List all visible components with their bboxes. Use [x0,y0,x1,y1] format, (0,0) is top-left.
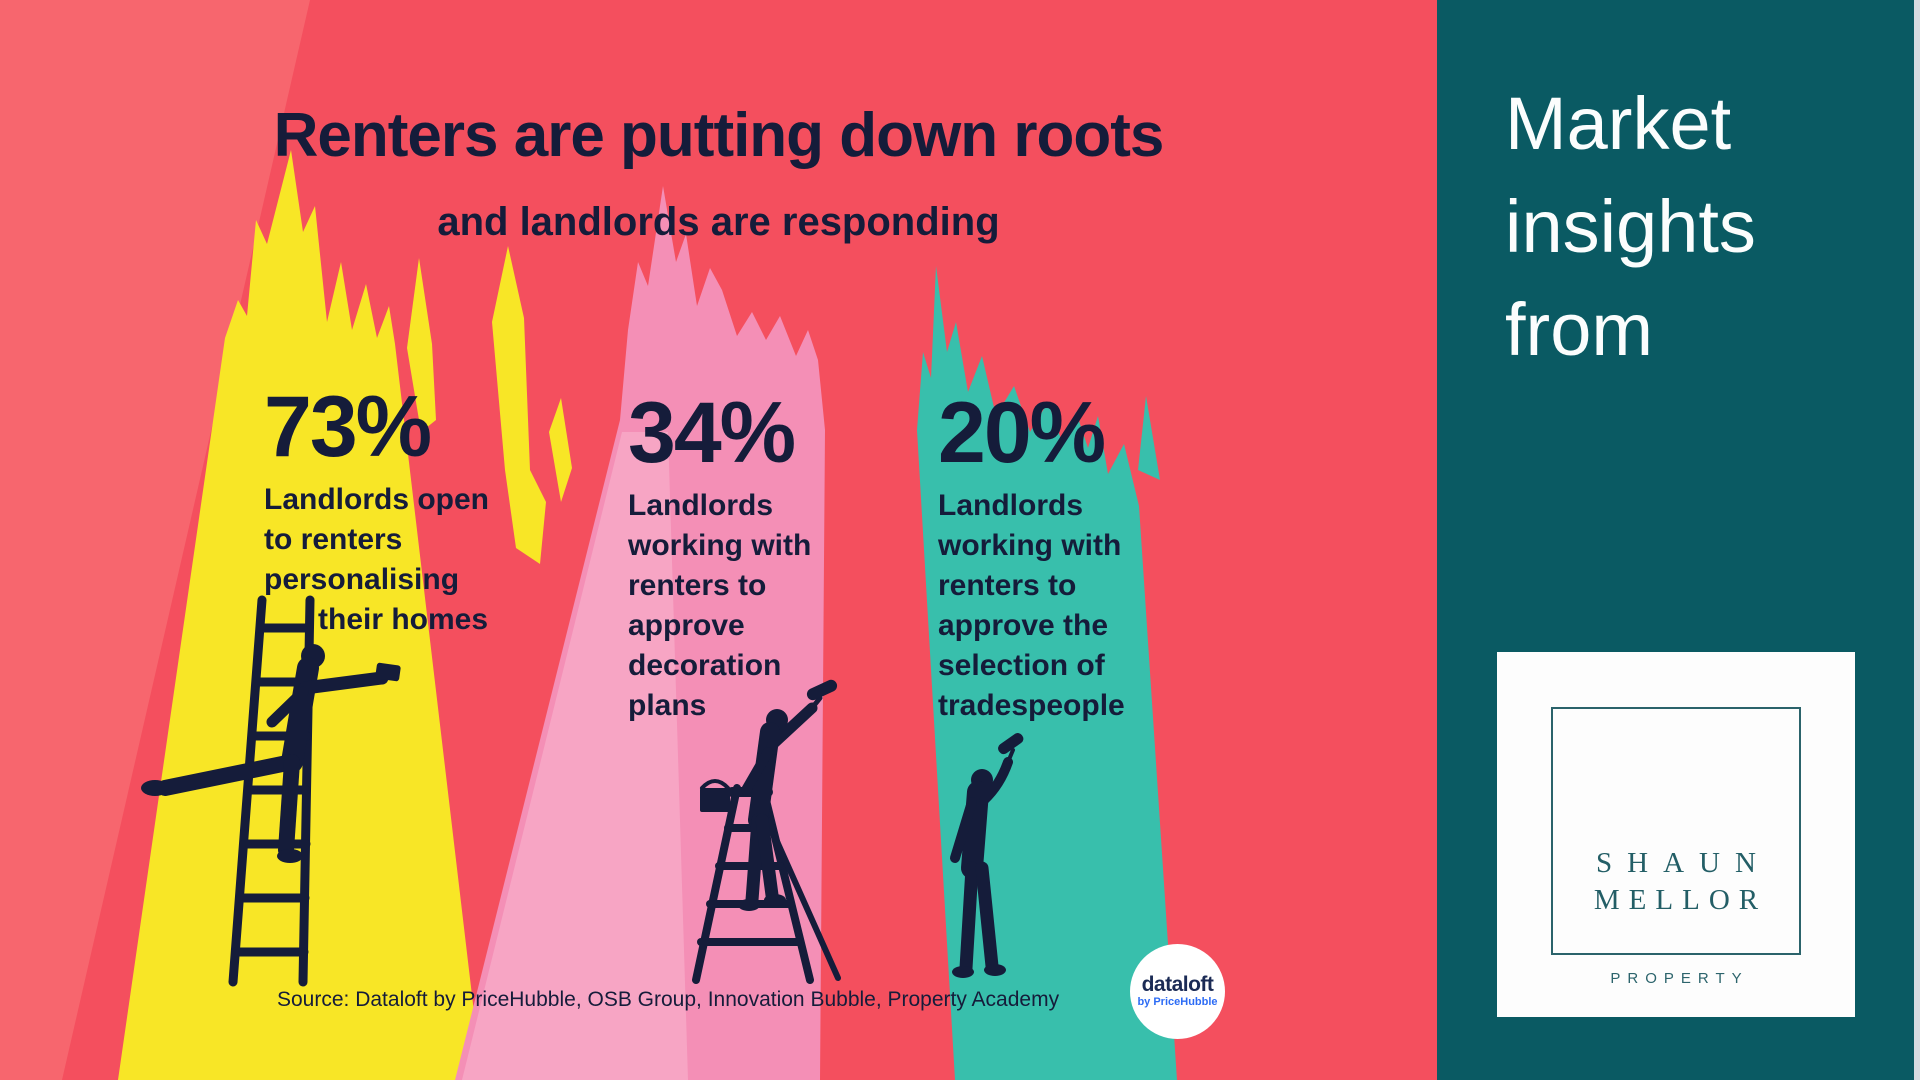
stat-line: renters to [938,569,1077,602]
painter-on-ladder-icon [141,595,401,987]
stat-line: Landlords [628,489,774,522]
logo-name-line: MELLOR [1593,884,1768,916]
stat-line: personalising [264,563,460,596]
painter-on-stepladder-icon [692,679,841,984]
dataloft-badge: dataloft by PriceHubble [1130,944,1225,1039]
stat-line: working with [628,529,812,562]
stat-73-percent: 73% Landlords open to renters personalis… [264,379,489,640]
sidebar-heading-line: Market [1505,82,1732,165]
stat-34-percent: 34% Landlords working with renters to ap… [628,385,811,726]
sidebar-heading-line: from [1505,288,1653,371]
stat-line: selection of [938,649,1105,682]
shaun-mellor-logo: SHAUN MELLOR PROPERTY [1497,652,1855,1017]
dataloft-logo-text: dataloft [1141,973,1214,996]
stat-line: plans [628,689,707,722]
stat-line: approve the [938,609,1109,642]
stat-line: renters to [628,569,767,602]
dataloft-byline: by PriceHubble [1137,996,1218,1008]
light-red-band [0,0,310,1080]
stat-description: Landlords working with renters to approv… [628,486,811,726]
stat-description: Landlords working with renters to approv… [938,486,1125,726]
stat-line: working with [938,529,1122,562]
logo-caption: PROPERTY [1610,970,1749,987]
yellow-paint-stroke [118,150,572,1080]
stat-line: Landlords open [264,483,489,516]
sidebar-heading: Market insights from [1505,72,1756,381]
page-title: Renters are putting down roots [273,101,1165,170]
logo-name-line: SHAUN [1596,847,1771,879]
stat-line: decoration [628,649,782,682]
paint-strokes-illustration [0,0,1177,1080]
sidebar: Market insights from SHAUN MELLOR PROPER… [1437,0,1914,1080]
logo-frame: SHAUN MELLOR [1551,707,1801,955]
stat-line: Landlords [938,489,1084,522]
pink-paint-stroke [455,186,825,1080]
stat-line: approve [628,609,745,642]
sidebar-heading-line: insights [1505,185,1756,268]
stat-line: their homes [318,603,489,636]
stat-line: tradespeople [938,689,1125,722]
page-subtitle: and landlords are responding [437,200,1000,244]
logo-name: SHAUN MELLOR [1553,845,1799,919]
right-edge-strip [1914,0,1920,1080]
stat-20-percent: 20% Landlords working with renters to ap… [938,385,1125,726]
stat-description: Landlords open to renters personalising … [264,480,489,640]
stat-line: to renters [264,523,403,556]
painter-standing-icon [950,733,1024,978]
stat-value: 34% [628,385,796,481]
source-attribution: Source: Dataloft by PriceHubble, OSB Gro… [277,988,1060,1011]
stat-value: 73% [264,379,432,475]
infographic-content: Renters are putting down roots and landl… [0,0,1225,1080]
stat-value: 20% [938,385,1106,481]
